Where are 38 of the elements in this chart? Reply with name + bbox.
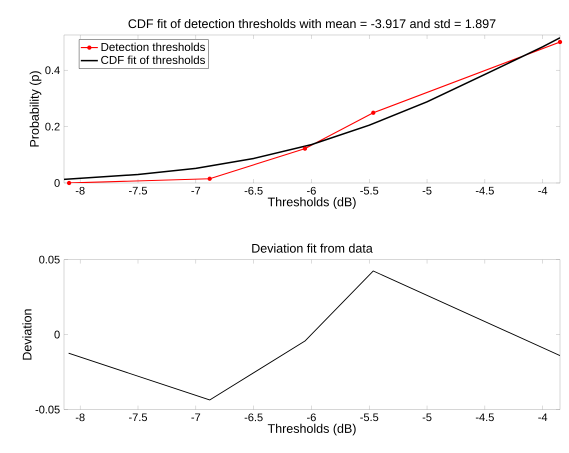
x-tick-label: -6 [307,413,316,422]
legend-label: CDF fit of thresholds [101,56,205,64]
x-axis-title: Thresholds (dB) [268,424,356,436]
x-tick-label: -4.5 [476,186,494,195]
x-tick-label: -7 [191,413,200,422]
x-tick-label: -7 [191,186,200,194]
x-tick-label: -4 [538,413,548,422]
point [371,110,376,115]
x-tick-label: -6.5 [244,186,263,195]
chart-title: CDF fit of detection thresholds with mean = -3.917 and std = 1.897 [128,18,496,28]
x-tick-label: -6.5 [244,413,263,422]
x-tick-label: -8 [76,186,85,195]
point [558,40,562,44]
x-tick-label: -6 [307,186,316,195]
x-tick-label: -7.5 [129,413,148,422]
chart-title: Deviation fit from data [252,244,373,253]
y-tick-label: 0.05 [39,256,60,264]
point [66,180,72,186]
point [208,176,212,181]
y-axis-title: Probability (p) [30,71,42,147]
x-tick-label: -5.5 [360,413,378,422]
legend-label: Detection thresholds [102,42,205,52]
y-tick-label: 0 [54,179,60,187]
x-tick-label: -5 [422,413,432,422]
x-axis-title: Thresholds (dB) [268,197,356,209]
line-series [68,270,560,400]
x-tick-label: -7.5 [129,186,148,195]
y-tick-label: -0.05 [36,406,60,414]
x-tick-label: -8 [76,413,85,422]
y-tick-label: 0.4 [45,66,60,74]
y-tick-label: 0 [54,330,60,338]
x-tick-label: -4 [538,186,548,194]
x-tick-label: -5 [422,186,432,195]
x-tick-label: -5.5 [360,186,378,195]
x-tick-label: -4.5 [476,413,494,422]
y-axis-title: Deviation [22,309,32,360]
y-tick-label: 0.2 [45,122,60,130]
point [302,146,308,151]
